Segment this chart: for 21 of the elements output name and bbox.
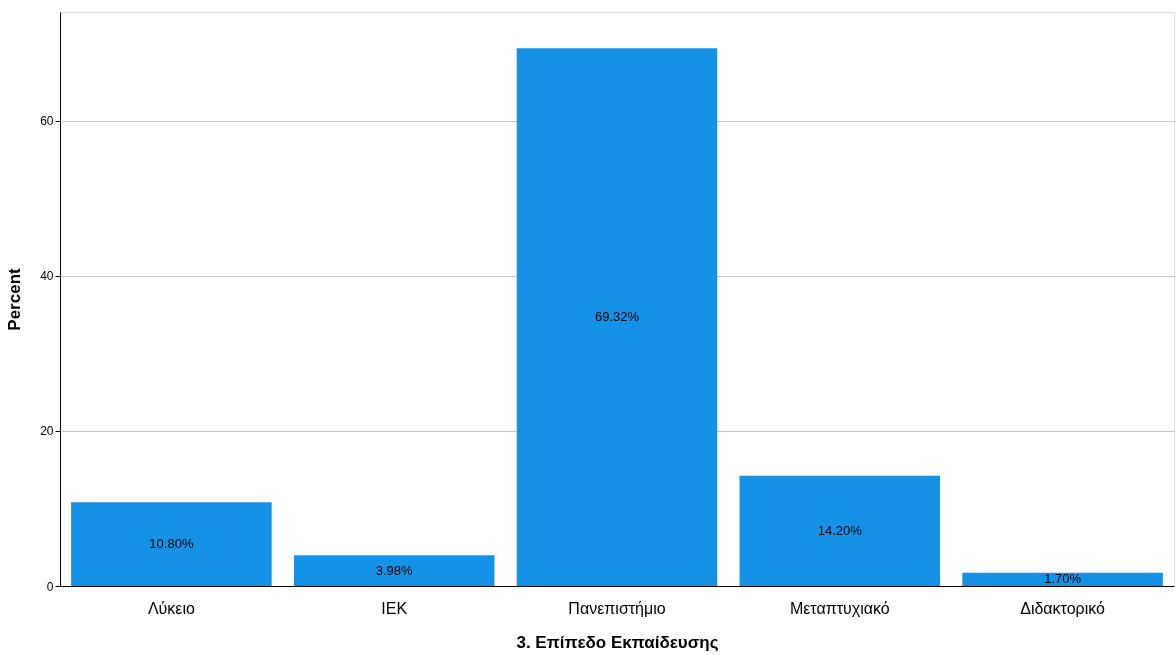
- bar: [739, 475, 941, 586]
- y-tick-label: 60: [40, 114, 54, 129]
- y-tick-label: 40: [40, 269, 54, 284]
- y-axis-title: Percent: [5, 267, 25, 331]
- x-tick-label: Πανεπιστήμιο: [568, 599, 666, 617]
- data-label: 3.98%: [375, 562, 414, 578]
- y-tick-label: 20: [40, 424, 54, 439]
- data-label: 10.80%: [149, 536, 194, 552]
- data-label: 69.32%: [594, 309, 640, 325]
- bar: [962, 572, 1163, 586]
- x-tick-label: ΙΕΚ: [381, 599, 408, 617]
- data-label: 1.70%: [1044, 571, 1082, 587]
- data-label: 14.20%: [817, 522, 863, 538]
- x-tick-label: Μεταπτυχιακό: [789, 599, 890, 617]
- x-tick-label: Διδακτορικό: [1020, 599, 1106, 617]
- x-axis-title: 3. Επίπεδο Εκπαίδευσης: [516, 632, 719, 652]
- y-tick-label: 0: [46, 579, 54, 594]
- x-tick-label: Λύκειο: [147, 599, 196, 617]
- bar: [293, 555, 495, 586]
- bar: [516, 48, 718, 586]
- bar: [71, 502, 272, 586]
